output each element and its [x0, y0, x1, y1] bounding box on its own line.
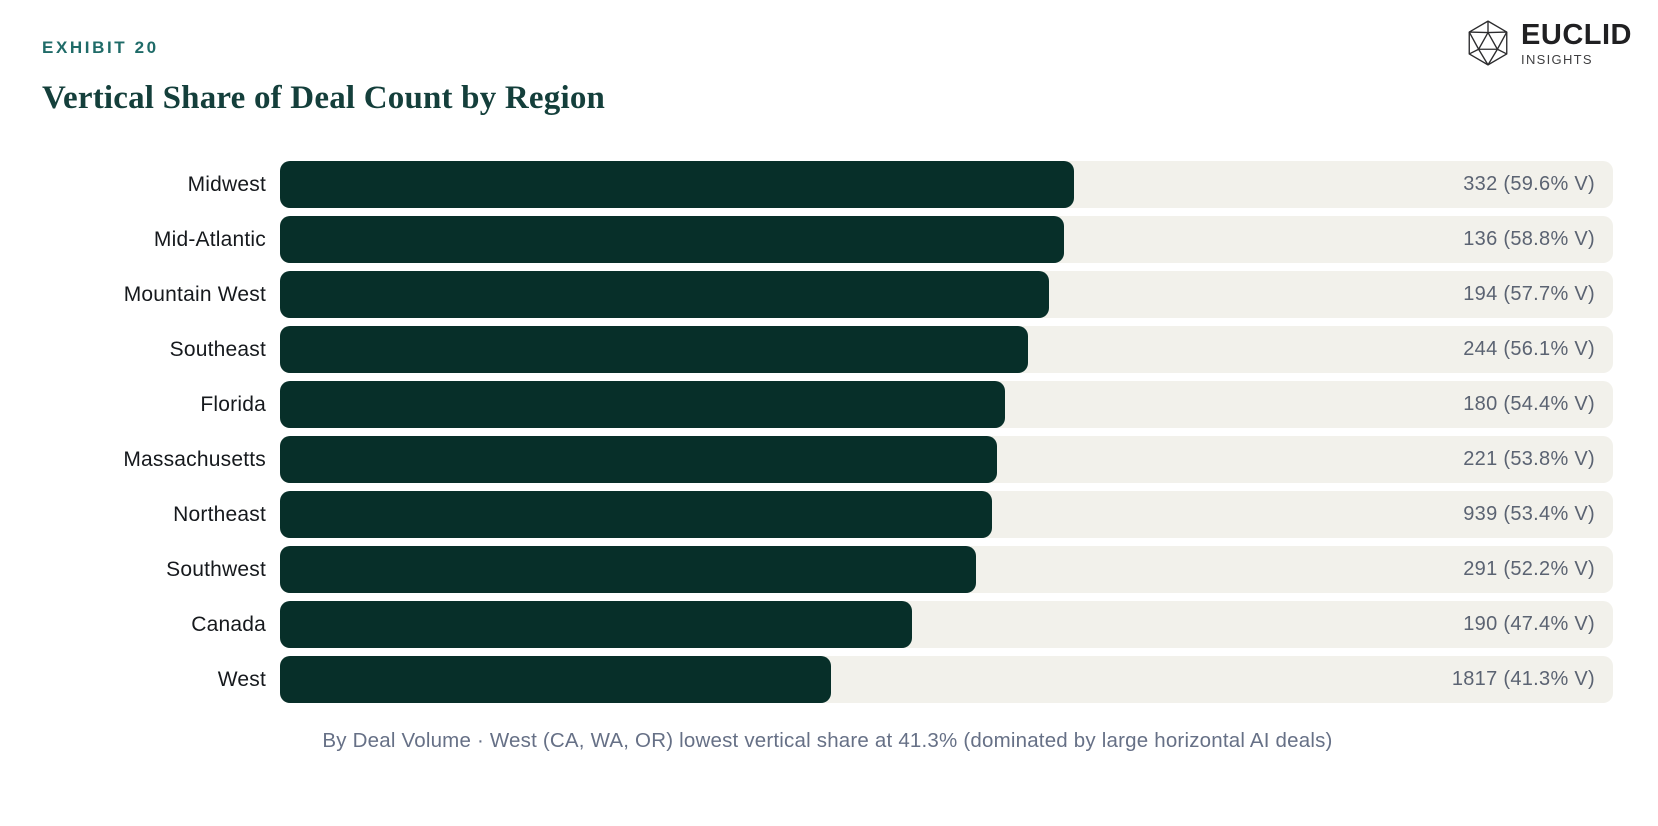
chart-row: Northeast 939 (53.4% V): [42, 491, 1613, 538]
bar-value-label: 1817 (41.3% V): [1451, 668, 1595, 690]
region-label: Mid-Atlantic: [153, 227, 266, 251]
bar-value-label: 180 (54.4% V): [1463, 393, 1595, 415]
bar-value-label: 190 (47.4% V): [1463, 613, 1595, 635]
region-label: Northeast: [173, 502, 266, 526]
region-label: West: [217, 667, 266, 691]
bar: [280, 216, 1064, 263]
region-label: Canada: [191, 612, 266, 636]
bar: [280, 491, 992, 538]
chart-row: West 1817 (41.3% V): [42, 656, 1613, 703]
bar-track: 194 (57.7% V): [280, 271, 1613, 318]
bar-value-label: 939 (53.4% V): [1463, 503, 1595, 525]
bar-value-label: 136 (58.8% V): [1463, 228, 1595, 250]
bar-track: 939 (53.4% V): [280, 491, 1613, 538]
bar-track: 136 (58.8% V): [280, 216, 1613, 263]
bar-value-label: 291 (52.2% V): [1463, 558, 1595, 580]
bar-track: 190 (47.4% V): [280, 601, 1613, 648]
chart-row: Florida 180 (54.4% V): [42, 381, 1613, 428]
chart-row: Massachusetts 221 (53.8% V): [42, 436, 1613, 483]
region-label: Mountain West: [123, 282, 266, 306]
bar-track: 221 (53.8% V): [280, 436, 1613, 483]
bar-value-label: 194 (57.7% V): [1463, 283, 1595, 305]
logo-tagline: INSIGHTS: [1521, 51, 1593, 67]
region-label: Florida: [200, 392, 266, 416]
bar: [280, 656, 831, 703]
bar-track: 332 (59.6% V): [280, 161, 1613, 208]
chart-row: Canada 190 (47.4% V): [42, 601, 1613, 648]
bar: [280, 271, 1050, 318]
bar-value-label: 244 (56.1% V): [1463, 338, 1595, 360]
bar-track: 180 (54.4% V): [280, 381, 1613, 428]
region-label: Midwest: [187, 172, 266, 196]
page-title: Vertical Share of Deal Count by Region: [42, 80, 606, 116]
bar-value-label: 221 (53.8% V): [1463, 448, 1595, 470]
bar: [280, 601, 912, 648]
bar: [280, 326, 1028, 373]
chart-row: Midwest 332 (59.6% V): [42, 161, 1613, 208]
bar-track: 244 (56.1% V): [280, 326, 1613, 373]
bar: [280, 161, 1075, 208]
chart-footnote: By Deal Volume · West (CA, WA, OR) lowes…: [322, 729, 1333, 752]
logo-name: EUCLID: [1521, 18, 1632, 51]
exhibit-number-label: EXHIBIT 20: [42, 38, 159, 57]
euclid-insights-logo: EUCLID INSIGHTS: [1463, 18, 1632, 68]
bar: [280, 381, 1006, 428]
bar-track: 291 (52.2% V): [280, 546, 1613, 593]
bar: [280, 546, 976, 593]
logo-text: EUCLID INSIGHTS: [1521, 18, 1632, 67]
chart-row: Mid-Atlantic 136 (58.8% V): [42, 216, 1613, 263]
chart-row: Southeast 244 (56.1% V): [42, 326, 1613, 373]
region-label: Southwest: [166, 557, 266, 581]
bar-track: 1817 (41.3% V): [280, 656, 1613, 703]
chart-row: Mountain West 194 (57.7% V): [42, 271, 1613, 318]
icosahedron-icon: [1468, 20, 1508, 66]
bar-chart: Midwest 332 (59.6% V) Mid-Atlantic 136 (58.…: [42, 161, 1613, 703]
region-label: Southeast: [169, 337, 266, 361]
bar: [280, 436, 998, 483]
region-label: Massachusetts: [123, 447, 266, 471]
bar-value-label: 332 (59.6% V): [1463, 173, 1595, 195]
chart-row: Southwest 291 (52.2% V): [42, 546, 1613, 593]
